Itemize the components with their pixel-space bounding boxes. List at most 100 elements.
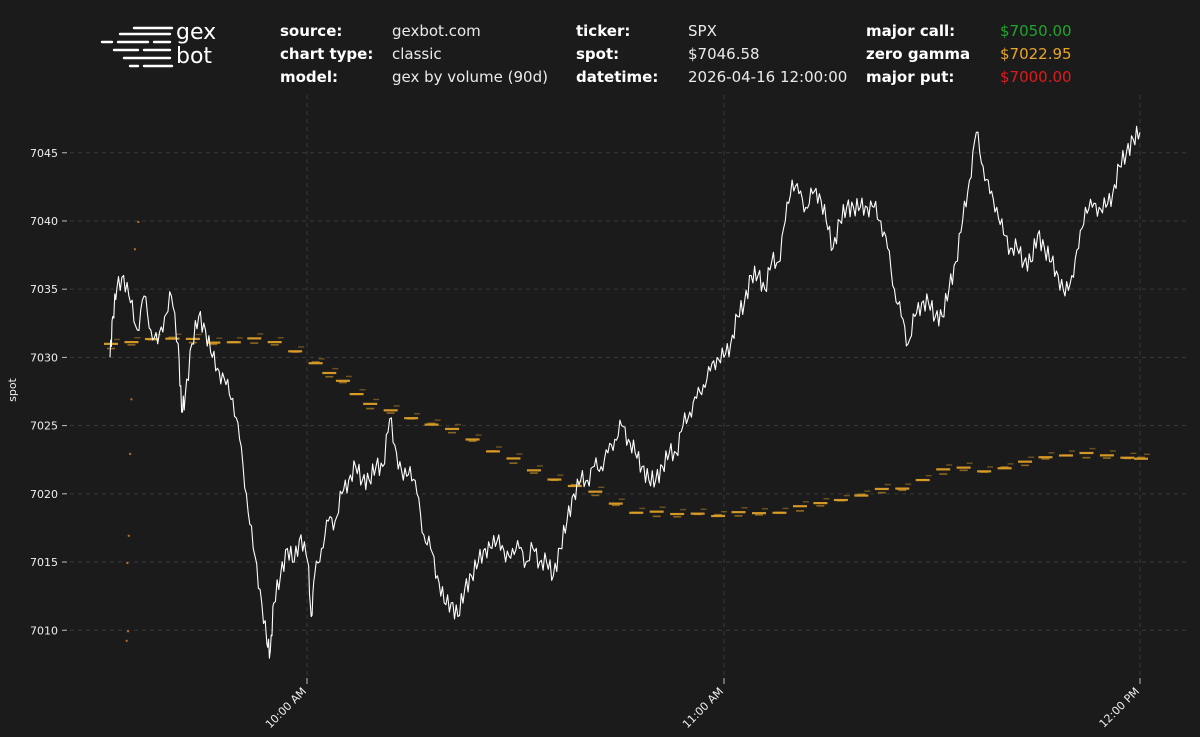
zero-gamma-marker bbox=[816, 505, 825, 507]
y-tick-label: 7045 bbox=[30, 147, 58, 160]
zero-gamma-marker bbox=[359, 389, 366, 391]
zero-gamma-marker bbox=[782, 507, 789, 510]
zero-gamma-marker bbox=[414, 413, 421, 415]
zero-gamma-marker bbox=[335, 379, 350, 382]
zero-gamma-marker bbox=[468, 440, 477, 442]
major-call-value: $7050.00 bbox=[1000, 22, 1072, 40]
zero-gamma-marker bbox=[434, 419, 441, 421]
zero-gamma-marker bbox=[936, 468, 951, 471]
zero-gamma-marker bbox=[195, 333, 202, 336]
zero-gamma-marker bbox=[206, 341, 221, 344]
zero-gamma-marker bbox=[946, 464, 953, 466]
zero-gamma-marker bbox=[608, 502, 623, 505]
zero-gamma-marker bbox=[1018, 460, 1033, 463]
zero-gamma-marker bbox=[209, 343, 218, 346]
zero-gamma-marker bbox=[366, 407, 375, 410]
zero-gamma-marker bbox=[673, 515, 682, 518]
zero-gamma-marker bbox=[1007, 463, 1014, 465]
zero-gamma-marker bbox=[298, 346, 305, 348]
x-tick-label: 12:00 PM bbox=[1097, 685, 1142, 730]
zero-gamma-marker bbox=[311, 361, 320, 363]
zero-gamma-marker bbox=[1102, 457, 1111, 459]
zero-gamma-marker bbox=[1089, 447, 1096, 450]
logo-word-bot: bot bbox=[176, 44, 213, 69]
major-put-value: $7000.00 bbox=[1000, 68, 1072, 86]
zero-gamma-marker bbox=[386, 412, 395, 414]
zero-gamma-marker bbox=[424, 423, 439, 426]
zero-gamma-marker bbox=[591, 494, 600, 497]
y-tick-label: 7035 bbox=[30, 283, 58, 296]
zero-gamma-marker bbox=[373, 398, 380, 401]
zero-gamma-marker bbox=[959, 469, 968, 472]
zero-gamma-marker bbox=[1028, 456, 1035, 458]
zero-gamma-marker bbox=[270, 344, 279, 346]
zero-gamma-marker bbox=[843, 494, 850, 497]
zero-gamma-marker bbox=[775, 511, 784, 514]
zero-gamma-marker bbox=[137, 220, 140, 223]
zero-gamma-marker bbox=[649, 510, 664, 513]
zero-gamma-marker bbox=[598, 486, 605, 488]
zero-gamma-marker bbox=[129, 452, 132, 455]
zero-gamma-marker bbox=[495, 446, 502, 448]
chart-type-value: classic bbox=[392, 45, 442, 63]
zero-gamma-series bbox=[104, 220, 1150, 642]
zero-gamma-marker bbox=[338, 381, 347, 384]
zero-gamma-marker bbox=[557, 474, 564, 476]
zero-gamma-marker bbox=[877, 491, 886, 494]
zero-gamma-marker bbox=[127, 630, 130, 633]
zero-gamma-marker bbox=[895, 487, 910, 490]
zero-gamma-marker bbox=[168, 336, 177, 339]
zero-gamma-marker bbox=[133, 248, 136, 251]
major-call-key: major call: bbox=[866, 22, 956, 40]
zero-gamma-marker bbox=[1130, 452, 1137, 455]
zero-gamma-marker bbox=[905, 483, 912, 485]
zero-gamma-marker bbox=[714, 513, 723, 516]
logo-word-gex: gex bbox=[176, 20, 217, 45]
y-tick-label: 7015 bbox=[30, 556, 58, 569]
zero-gamma-marker bbox=[175, 333, 182, 335]
zero-gamma-marker bbox=[588, 490, 603, 493]
zero-gamma-marker bbox=[114, 338, 120, 341]
x-tick-label: 10:00 AM bbox=[263, 685, 309, 731]
zero-gamma-marker bbox=[229, 341, 238, 343]
y-tick-label: 7020 bbox=[30, 488, 58, 501]
y-axis: 7010 7015 7020 7025 7030 7035 7040 7045 bbox=[30, 147, 67, 637]
zero-gamma-marker bbox=[127, 534, 130, 537]
zero-gamma-marker bbox=[918, 478, 927, 481]
zero-gamma-marker bbox=[802, 501, 809, 503]
y-tick-label: 7030 bbox=[30, 351, 58, 364]
spot-value: $7046.58 bbox=[688, 45, 760, 63]
zero-gamma-marker bbox=[997, 467, 1012, 470]
major-put-key: major put: bbox=[866, 68, 955, 86]
zero-gamma-marker bbox=[1109, 450, 1116, 452]
zero-gamma-marker bbox=[1079, 451, 1094, 455]
zero-gamma-marker bbox=[154, 333, 161, 336]
gridlines bbox=[70, 95, 1190, 683]
zero-gamma-marker bbox=[465, 438, 480, 441]
y-tick-label: 7025 bbox=[30, 420, 58, 433]
zero-gamma-marker bbox=[823, 498, 830, 500]
ticker-key: ticker: bbox=[576, 22, 631, 40]
zero-gamma-marker bbox=[188, 341, 197, 344]
zero-gamma-marker bbox=[250, 342, 259, 344]
zero-gamma-marker bbox=[741, 507, 748, 509]
zero-gamma-marker bbox=[632, 511, 641, 514]
zero-gamma-marker bbox=[455, 423, 462, 426]
zero-gamma-marker bbox=[884, 483, 891, 486]
zero-gamma-marker bbox=[130, 398, 133, 401]
zero-gamma-marker bbox=[1144, 453, 1150, 456]
zero-gamma-marker bbox=[488, 450, 497, 452]
zero-gamma-marker bbox=[813, 502, 828, 505]
zero-gamma-marker bbox=[1099, 454, 1114, 457]
zero-gamma-marker bbox=[721, 510, 728, 513]
zero-gamma-marker bbox=[516, 453, 523, 455]
zero-gamma-marker bbox=[670, 512, 685, 516]
zero-gamma-marker bbox=[165, 337, 180, 340]
source-key: source: bbox=[280, 22, 343, 40]
datetime-value: 2026-04-16 12:00:00 bbox=[688, 68, 848, 86]
ticker-value: SPX bbox=[688, 22, 717, 40]
zero-gamma-marker bbox=[526, 469, 541, 472]
spot-series bbox=[109, 125, 1141, 659]
zero-gamma-marker bbox=[509, 462, 518, 464]
